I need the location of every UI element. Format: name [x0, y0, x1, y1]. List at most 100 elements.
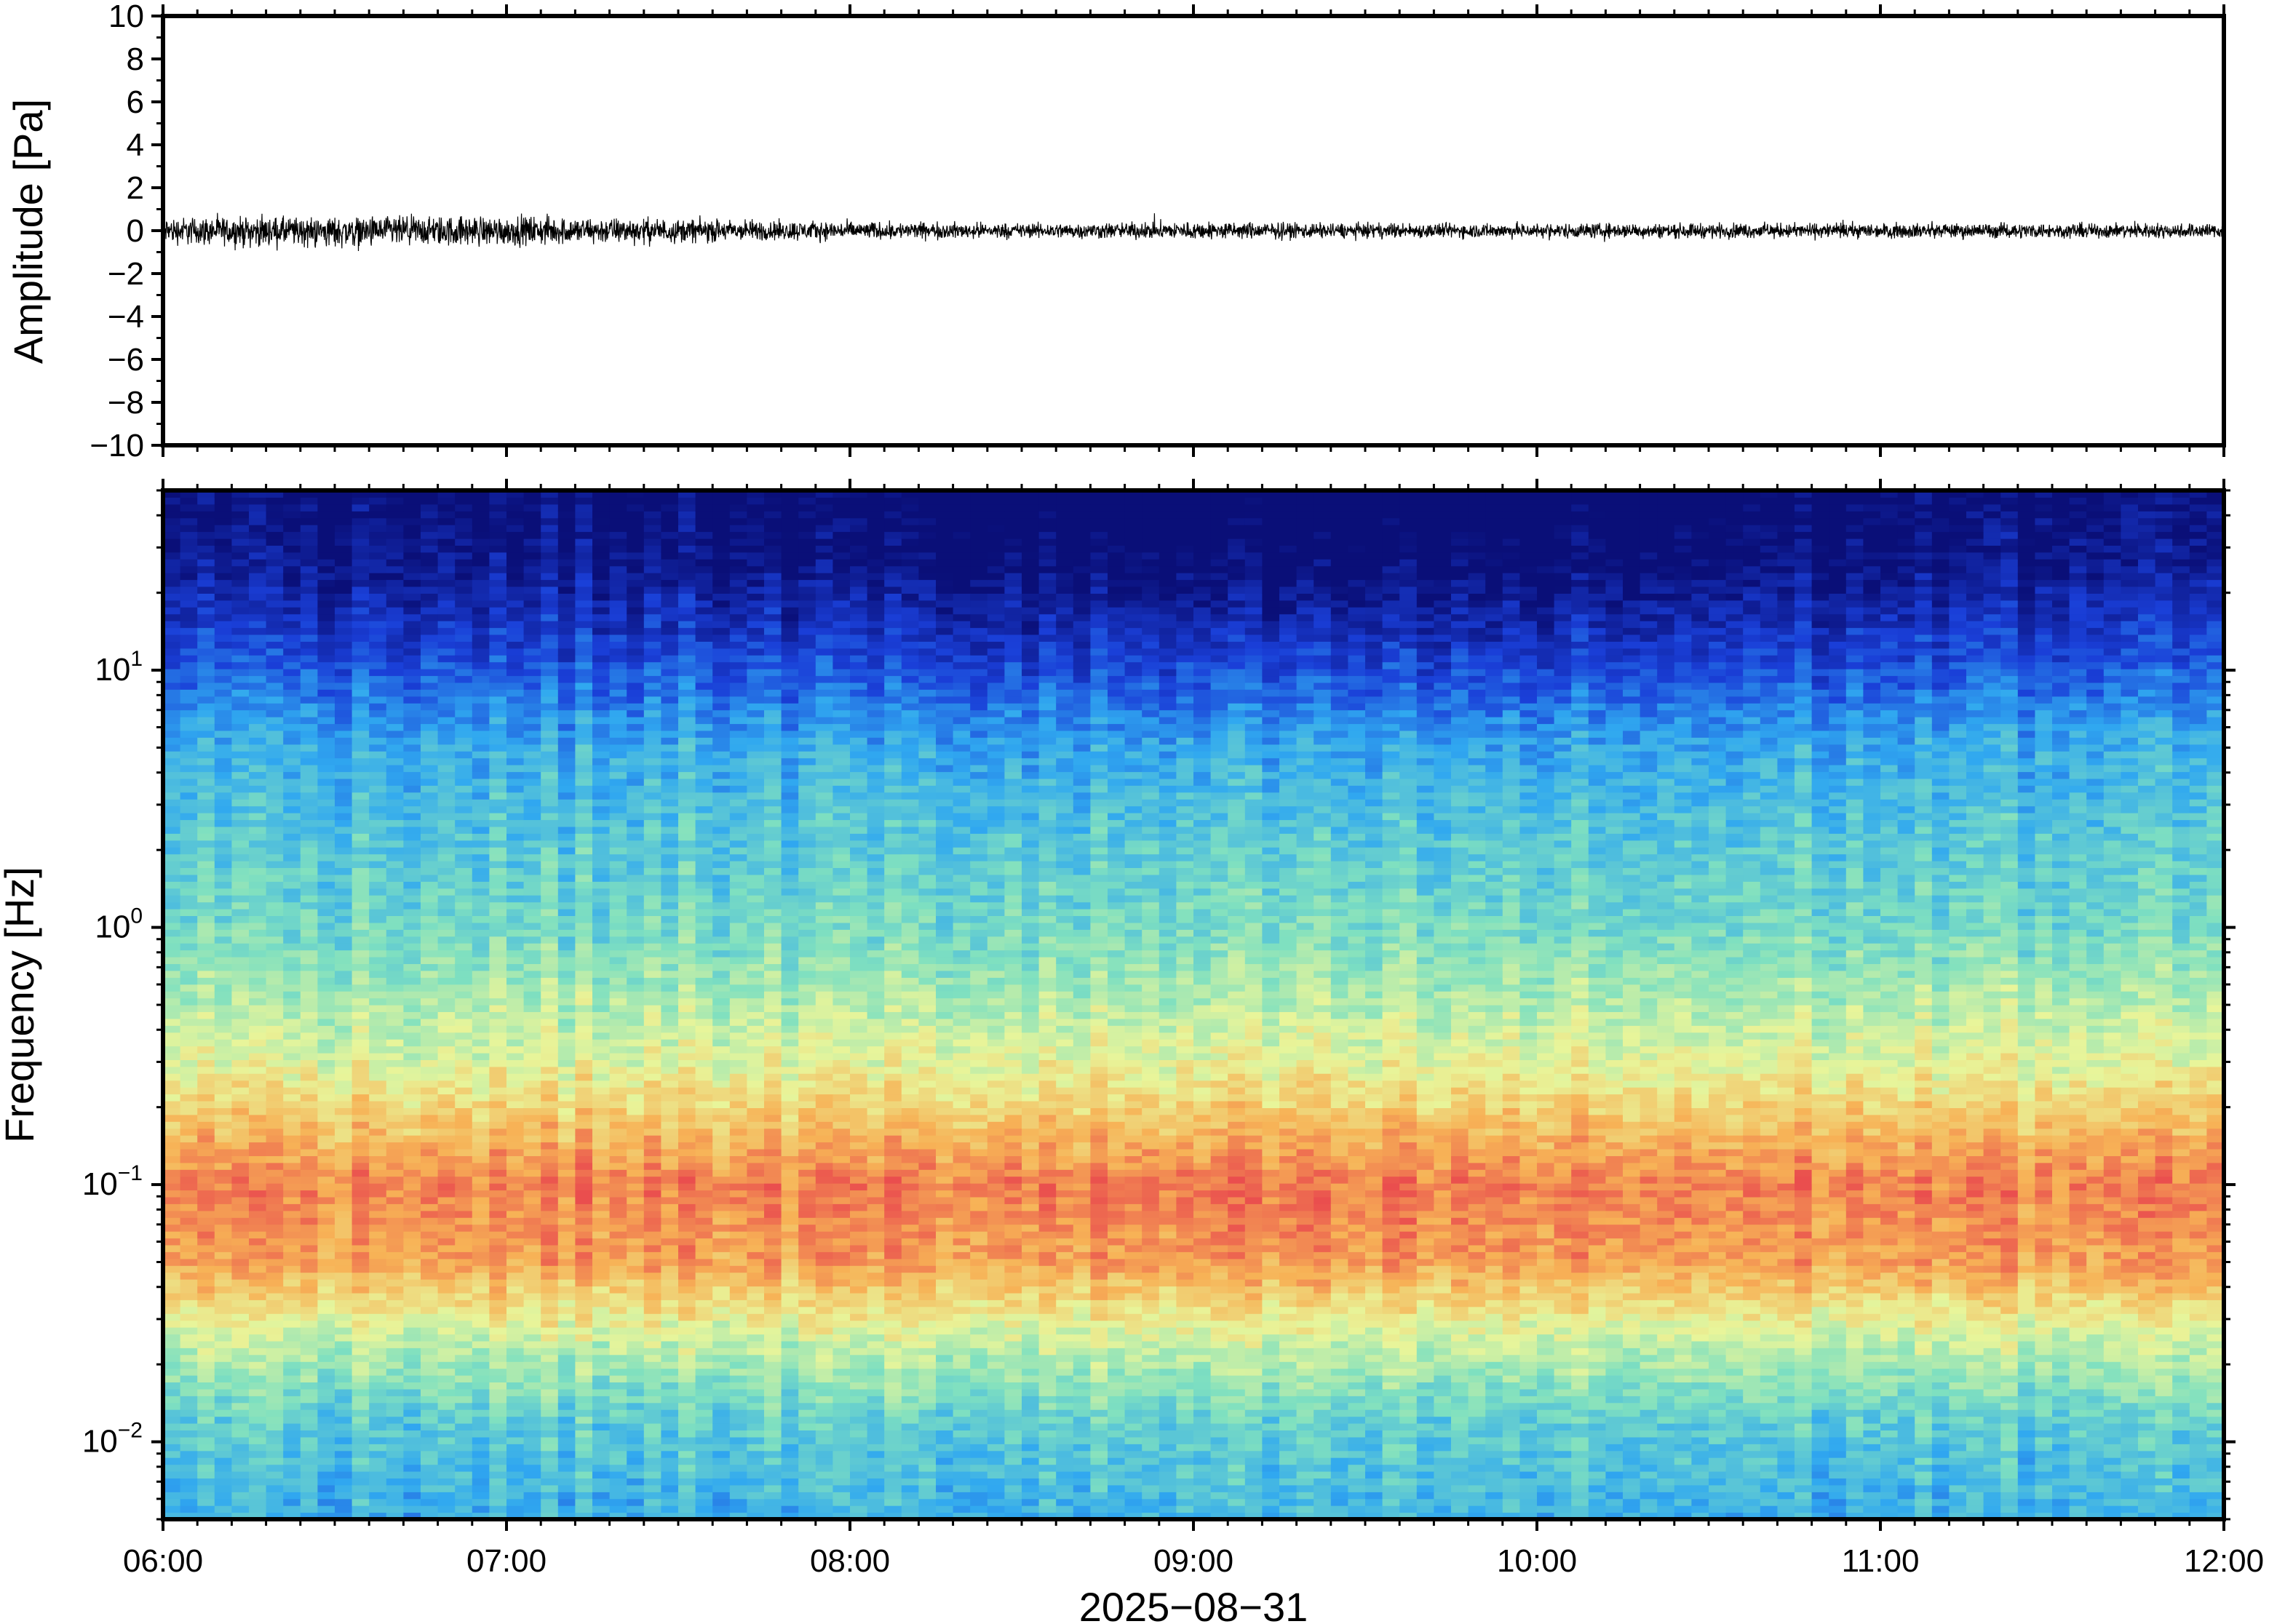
spectrogram-cell [643, 675, 661, 683]
spectrogram-cell [351, 1313, 370, 1321]
spectrogram-cell [472, 1478, 490, 1486]
spectrogram-cell [335, 1292, 353, 1300]
spectrogram-cell [437, 531, 456, 539]
spectrogram-cell [403, 1471, 421, 1478]
spectrogram-cell [506, 1478, 525, 1486]
spectrogram-cell [317, 1430, 335, 1438]
spectrogram-cell [317, 621, 335, 629]
spectrogram-cell [557, 867, 576, 875]
spectrogram-cell [214, 1251, 232, 1259]
spectrogram-cell [541, 1238, 559, 1246]
spectrogram-cell [266, 1464, 284, 1472]
spectrogram-cell [300, 785, 318, 793]
spectrogram-cell [231, 778, 250, 786]
spectrogram-cell [541, 1272, 559, 1280]
spectrogram-cell [335, 538, 353, 546]
spectrogram-cell [489, 1484, 507, 1492]
spectrogram-cell [506, 1176, 525, 1184]
spectrogram-cell [403, 1107, 421, 1115]
spectrogram-cell [678, 559, 696, 567]
spectrogram-cell [506, 1320, 525, 1328]
spectrogram-cell [351, 1053, 370, 1060]
spectrogram-cell [266, 847, 284, 855]
spectrogram-cell [472, 1135, 490, 1143]
spectrogram-cell [403, 1258, 421, 1266]
spectrogram-cell [437, 1436, 456, 1444]
spectrogram-cell [627, 641, 645, 649]
spectrogram-cell [214, 1279, 232, 1287]
spectrogram-cell [283, 757, 301, 765]
spectrogram-cell [661, 929, 679, 937]
spectrogram-cell [557, 1011, 576, 1019]
spectrogram-cell [403, 661, 421, 669]
spectrogram-cell [283, 1080, 301, 1088]
spectrogram-cell [403, 785, 421, 793]
spectrogram-cell [455, 765, 473, 773]
spectrogram-cell [180, 1128, 198, 1136]
spectrogram-cell [266, 1066, 284, 1074]
spectrogram-cell [266, 751, 284, 759]
spectrogram-cell [609, 1238, 627, 1246]
spectrogram-cell [592, 696, 611, 704]
spectrogram-cell [386, 1416, 404, 1424]
spectrogram-cell [335, 1162, 353, 1170]
spectrogram-cell [678, 751, 696, 759]
spectrogram-cell [661, 517, 679, 525]
spectrogram-cell [163, 1142, 181, 1150]
spectrogram-cell [678, 1478, 696, 1486]
spectrogram-cell [231, 922, 250, 930]
spectrogram-cell [231, 696, 250, 704]
spectrogram-cell [300, 1238, 318, 1246]
spectrogram-cell [214, 689, 232, 697]
spectrogram-cell [575, 1190, 593, 1198]
spectrogram-cell [506, 545, 525, 553]
spectrogram-cell [643, 1361, 661, 1369]
spectrogram-cell [506, 682, 525, 690]
spectrogram-cell [369, 895, 387, 903]
spectrogram-cell [437, 1457, 456, 1465]
spectrogram-cell [678, 874, 696, 882]
spectrogram-cell [300, 613, 318, 621]
spectrogram-cell [678, 682, 696, 690]
spectrogram-cell [386, 1388, 404, 1396]
spectrogram-cell [661, 1059, 679, 1067]
spectrogram-cell [678, 1292, 696, 1300]
spectrogram-cell [592, 538, 611, 546]
spectrogram-cell [489, 998, 507, 1006]
spectrogram-cell [180, 1190, 198, 1198]
spectrogram-cell [283, 1279, 301, 1287]
spectrogram-cell [437, 703, 456, 711]
spectrogram-cell [437, 744, 456, 752]
spectrogram-cell [437, 991, 456, 999]
spectrogram-cell [609, 634, 627, 642]
spectrogram-cell [197, 648, 215, 656]
spectrogram-cell [557, 1190, 576, 1198]
spectrogram-cell [472, 1471, 490, 1478]
spectrogram-cell [506, 1265, 525, 1273]
spectrogram-cell [678, 1279, 696, 1287]
spectrogram-cell [163, 1053, 181, 1060]
spectrogram-cell [541, 1396, 559, 1404]
spectrogram-cell [300, 1066, 318, 1074]
spectrogram-cell [266, 511, 284, 519]
spectrogram-cell [386, 1498, 404, 1506]
spectrogram-cell [592, 1183, 611, 1191]
spectrogram-cell [575, 929, 593, 937]
spectrogram-cell [437, 1430, 456, 1438]
spectrogram-cell [627, 517, 645, 525]
spectrogram-cell [197, 655, 215, 663]
spectrogram-cell [472, 517, 490, 525]
spectrogram-cell [437, 847, 456, 855]
spectrogram-cell [695, 805, 713, 813]
spectrogram-cell [455, 669, 473, 677]
spectrogram-cell [266, 1039, 284, 1047]
spectrogram-cell [712, 1416, 731, 1424]
spectrogram-cell [695, 1101, 713, 1108]
spectrogram-cell [283, 1492, 301, 1500]
spectrogram-cell [231, 586, 250, 594]
spectrogram-cell [300, 497, 318, 505]
spectrogram-cell [300, 1107, 318, 1115]
spectrogram-cell [592, 1423, 611, 1430]
spectrogram-cell [437, 1265, 456, 1273]
spectrogram-cell [592, 634, 611, 642]
